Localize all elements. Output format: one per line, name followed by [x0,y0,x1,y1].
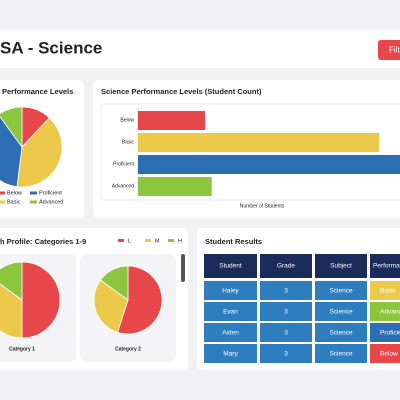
legend-label: M [155,238,160,244]
pie-caption: Category 1 [9,346,35,352]
table-cell [315,281,367,300]
pie-caption: Category 2 [115,346,141,352]
table-cell-text: Science [329,351,353,358]
table-header-label: Performance Level [373,263,400,270]
table-header-label: Student [219,263,242,270]
table-cell [204,281,257,300]
table-header-cell [204,254,257,278]
legend-swatch [30,200,37,204]
panel-title: Student Results [205,237,262,246]
table-cell-text: Evan [223,309,238,316]
table-cell [260,344,312,363]
pie-slice [116,265,163,335]
table-cell-text: Advanced [380,309,400,316]
table-header-cell [315,254,367,278]
panel-title: Performance Levels [2,87,73,96]
bar [138,133,380,152]
table-cell [204,344,257,363]
table-header-cell [260,254,312,278]
legend-label: H [178,238,182,244]
table-cell-text: Proficient [380,330,400,337]
pie-slice [93,279,129,333]
y-tick-label: Below [120,117,134,123]
table-cell-text: Below [380,351,398,358]
table-cell [260,302,312,321]
table-cell [260,323,312,342]
bar [138,177,212,196]
table-cell-text: Science [329,330,353,337]
table-cell-text: 3 [284,330,288,337]
bar [138,155,400,174]
pie-slice [0,106,23,149]
legend-swatch [0,200,5,204]
table-cell-text: Science [329,309,353,316]
panel-title: h Profile: Categories 1-9 [0,237,86,246]
table-cell [370,302,400,321]
y-tick-label: Proficient [113,161,134,167]
table-cell-text: Mary [223,351,238,358]
legend-label: Basic [7,199,21,205]
legend-swatch [0,191,5,195]
plot-frame [100,103,400,201]
legend-swatch [145,239,151,242]
table-header-cell [370,254,400,278]
pie-slice [0,261,23,301]
table-cell [204,302,257,321]
table-cell [315,344,367,363]
bar [138,111,205,130]
legend-label: Advanced [39,199,63,205]
table-cell-text: Haley [222,288,239,295]
table-cell [370,344,400,363]
page-title: SA - Science [0,38,102,57]
table-header-label: Subject [330,263,352,270]
table-cell [204,323,257,342]
filter-button-label[interactable]: Filter [389,46,400,55]
pie-slice [21,261,61,339]
header-bar [0,30,400,68]
table-cell-text: 3 [284,351,288,358]
legend-label: L [128,238,131,244]
table-cell-text: 3 [284,309,288,316]
table-cell [315,302,367,321]
table-header-label: Grade [277,263,295,270]
filter-button[interactable] [378,40,400,60]
pie-slice [0,116,23,188]
pie-slice [0,283,23,339]
y-tick-label: Advanced [112,183,134,189]
table-cell [370,281,400,300]
legend-swatch [118,239,124,242]
y-tick-label: Basic [122,139,135,145]
table-cell-text: Basic [380,288,397,295]
legend-label: Below [7,190,22,196]
pie-slice [99,265,129,301]
table-cell-text: Aiden [222,330,239,337]
panel-title: Science Performance Levels (Student Coun… [101,87,262,96]
table-cell [315,323,367,342]
table-cell-text: Science [329,288,353,295]
legend-swatch [168,239,174,242]
legend-swatch [30,191,37,195]
x-axis-label: Number of Students [240,203,285,209]
legend-label: Proficient [39,190,62,196]
table-cell-text: 3 [284,288,288,295]
pie-slice [16,117,63,188]
table-cell [370,323,400,342]
table-cell [260,281,312,300]
scrollbar[interactable] [181,254,185,282]
